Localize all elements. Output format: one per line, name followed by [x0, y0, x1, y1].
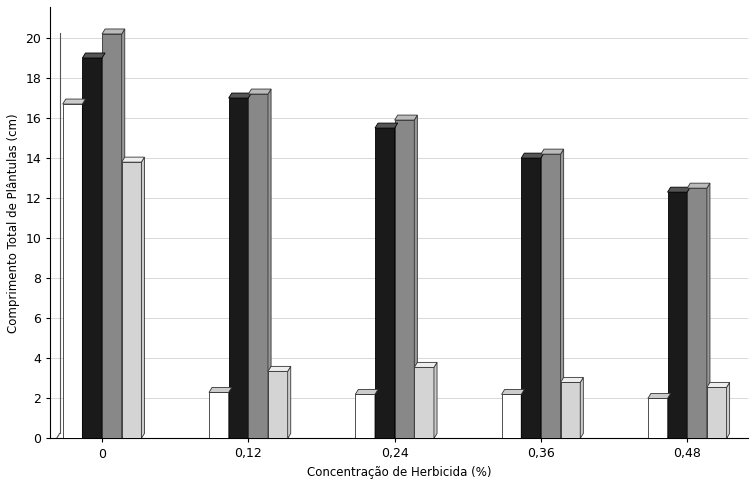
Polygon shape — [501, 389, 524, 395]
Bar — [82, 58, 102, 438]
Polygon shape — [414, 363, 437, 367]
Polygon shape — [648, 394, 670, 399]
Polygon shape — [414, 115, 418, 438]
Polygon shape — [288, 366, 291, 438]
Polygon shape — [521, 389, 524, 438]
Polygon shape — [395, 123, 398, 438]
Bar — [707, 387, 726, 438]
Polygon shape — [521, 153, 544, 158]
Bar — [375, 128, 395, 438]
Polygon shape — [356, 389, 378, 395]
Bar — [268, 371, 288, 438]
Polygon shape — [82, 53, 105, 58]
Bar — [541, 154, 560, 438]
Polygon shape — [560, 149, 564, 438]
Bar — [687, 188, 707, 438]
Polygon shape — [248, 89, 271, 94]
Polygon shape — [248, 93, 251, 438]
Polygon shape — [707, 382, 729, 387]
Polygon shape — [102, 53, 105, 438]
Polygon shape — [726, 382, 729, 438]
Polygon shape — [141, 157, 144, 438]
Bar — [414, 367, 434, 438]
Bar — [560, 382, 581, 438]
Bar — [501, 395, 521, 438]
Polygon shape — [667, 187, 690, 192]
Bar — [521, 158, 541, 438]
Polygon shape — [667, 394, 670, 438]
Y-axis label: Comprimento Total de Plântulas (cm): Comprimento Total de Plântulas (cm) — [7, 113, 20, 332]
Bar — [102, 34, 122, 438]
Bar — [395, 120, 414, 438]
Polygon shape — [395, 115, 418, 120]
Bar — [356, 395, 375, 438]
Polygon shape — [687, 187, 690, 438]
Polygon shape — [560, 378, 584, 382]
Polygon shape — [229, 93, 251, 98]
Polygon shape — [707, 183, 710, 438]
Polygon shape — [82, 99, 85, 438]
Bar — [248, 94, 268, 438]
Polygon shape — [581, 378, 584, 438]
Polygon shape — [209, 387, 232, 392]
Polygon shape — [63, 99, 85, 104]
Bar — [648, 399, 667, 438]
Polygon shape — [434, 363, 437, 438]
Polygon shape — [268, 89, 271, 438]
Polygon shape — [229, 387, 232, 438]
Polygon shape — [375, 123, 398, 128]
Polygon shape — [375, 389, 378, 438]
Polygon shape — [541, 153, 544, 438]
X-axis label: Concentração de Herbicida (%): Concentração de Herbicida (%) — [307, 466, 492, 479]
Bar — [209, 392, 229, 438]
Bar — [63, 104, 82, 438]
Polygon shape — [268, 366, 291, 371]
Polygon shape — [122, 29, 125, 438]
Polygon shape — [687, 183, 710, 188]
Bar — [122, 162, 141, 438]
Polygon shape — [102, 29, 125, 34]
Bar — [667, 192, 687, 438]
Polygon shape — [541, 149, 564, 154]
Bar — [229, 98, 248, 438]
Polygon shape — [122, 157, 144, 162]
